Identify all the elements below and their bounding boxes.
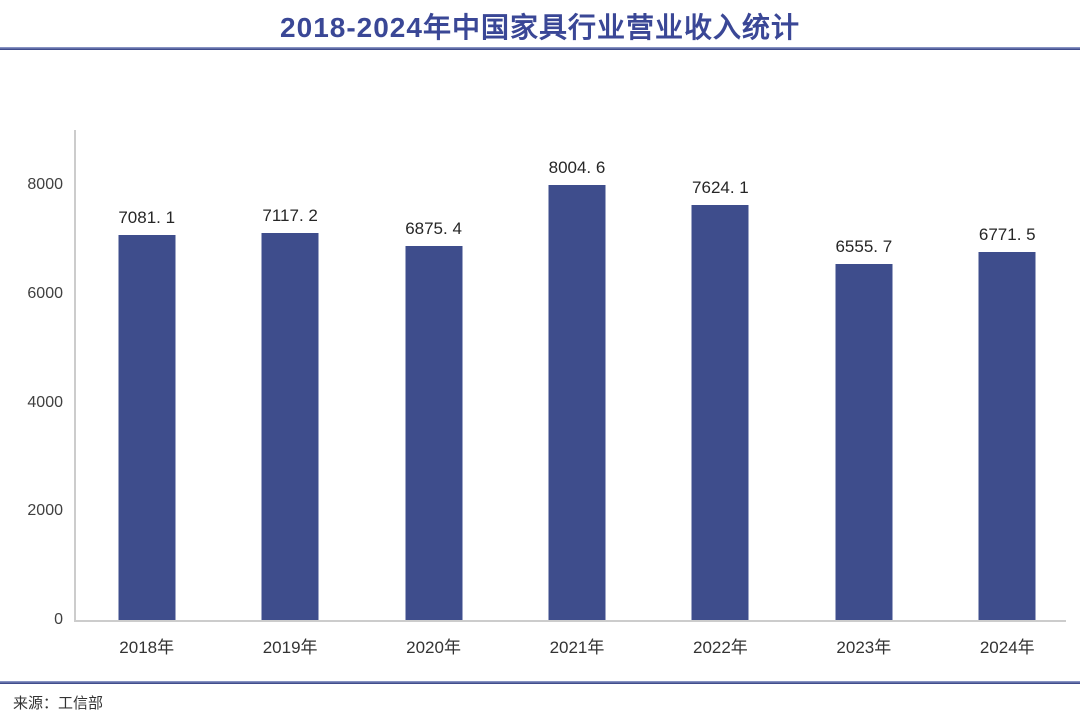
bar-value-label: 7624. 1 <box>692 178 749 198</box>
x-axis-label: 2022年 <box>692 638 748 657</box>
bar-series: 7081. 1 2018年 7117. 2 2019年 6875. 4 2020年 8004… <box>75 130 1079 657</box>
plot-area: 7081. 1 2018年 7117. 2 2019年 6875. 4 2020年 8004… <box>74 130 1079 657</box>
bar <box>405 246 463 620</box>
x-axis-label: 2021年 <box>549 638 605 657</box>
y-tick-label: 6000 <box>27 284 63 302</box>
x-axis-label: 2018年 <box>119 638 175 657</box>
bar-group: 7117. 2 2019年 <box>218 130 361 657</box>
chart-title: 2018-2024年中国家具行业营业收入统计 <box>280 12 800 43</box>
bar <box>548 184 606 620</box>
bar-group: 6771. 5 2024年 <box>936 130 1079 657</box>
bar-value-label: 8004. 6 <box>548 157 606 177</box>
x-axis-label: 2019年 <box>262 638 318 657</box>
x-axis-label: 2020年 <box>406 638 461 657</box>
x-axis-label: 2023年 <box>836 638 892 657</box>
bar-value-label: 6875. 4 <box>405 219 462 239</box>
y-tick-label: 8000 <box>27 176 63 193</box>
y-tick-label: 4000 <box>27 393 63 411</box>
bar-value-label: 7117. 2 <box>262 206 318 226</box>
bar <box>978 251 1036 620</box>
bar-value-label: 7081. 1 <box>118 207 176 227</box>
y-axis-line <box>74 130 76 620</box>
title-divider <box>0 47 1080 50</box>
y-axis-ticks: 0 2000 4000 6000 8000 <box>0 130 63 628</box>
bar <box>835 263 893 620</box>
x-axis-line <box>74 620 1066 622</box>
bar <box>261 233 319 620</box>
bar-group: 6555. 7 2023年 <box>792 130 935 657</box>
bar-group: 7081. 1 2018年 <box>75 130 218 657</box>
bar <box>691 205 749 620</box>
y-tick-label: 2000 <box>27 502 63 520</box>
y-tick-label: 0 <box>54 611 63 628</box>
source-label: 来源：工信部 <box>13 695 104 712</box>
bar-group: 8004. 6 2021年 <box>505 130 648 657</box>
bar-value-label: 6555. 7 <box>835 236 893 256</box>
x-axis-label: 2024年 <box>979 638 1035 657</box>
bar-group: 6875. 4 2020年 <box>362 130 505 657</box>
footer-divider <box>0 681 1080 684</box>
bar-value-label: 6771. 5 <box>978 224 1036 244</box>
bar-group: 7624. 1 2022年 <box>649 130 792 657</box>
bar <box>118 234 176 620</box>
